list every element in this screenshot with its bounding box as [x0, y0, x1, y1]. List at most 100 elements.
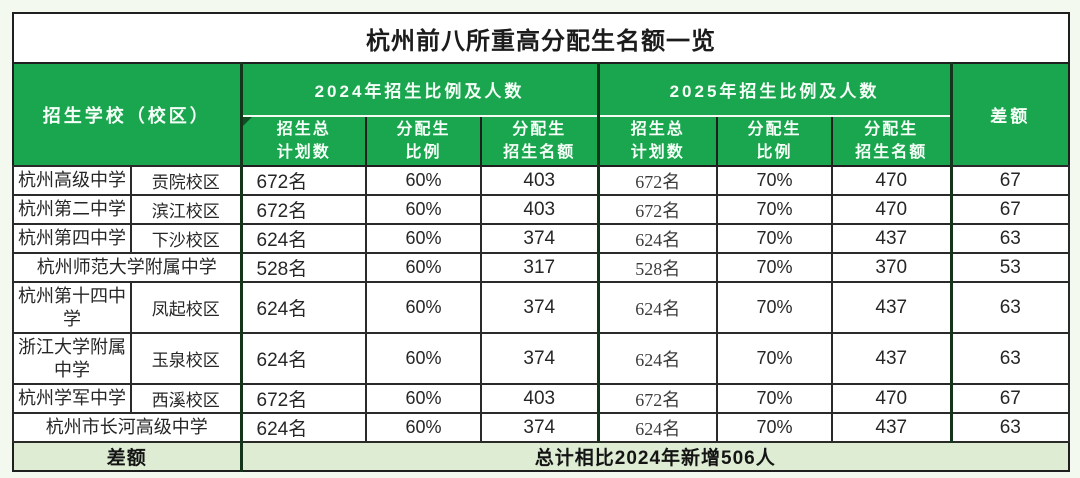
subheader-ratio-2025-line1: 分配生 — [747, 120, 802, 138]
cell-ratio-2025: 70% — [716, 412, 833, 443]
cell-ratio-2024: 60% — [365, 252, 482, 283]
subheader-ratio-2024-line1: 分配生 — [396, 120, 451, 138]
subheader-total-2024-line1: 招生总 — [276, 120, 331, 138]
cell-ratio-2024: 60% — [365, 281, 482, 334]
cell-ratio-2024: 60% — [365, 332, 482, 385]
subheader-quota-2025-line1: 分配生 — [864, 120, 919, 138]
cell-quota-2024: 317 — [480, 252, 599, 283]
cell-campus: 滨江校区 — [130, 194, 242, 225]
cell-ratio-2024: 60% — [365, 165, 482, 196]
cell-total-2024: 672名 — [239, 165, 367, 196]
cell-school-merged: 杭州师范大学附属中学 — [12, 252, 242, 283]
cell-quota-2025: 470 — [831, 383, 952, 414]
cell-ratio-2025: 70% — [716, 165, 833, 196]
header-2024: 2024年招生比例及人数 — [239, 63, 598, 117]
cell-quota-2024: 403 — [480, 194, 599, 225]
cell-ratio-2025: 70% — [716, 194, 833, 225]
cell-ratio-2024: 60% — [365, 383, 482, 414]
table-row: 杭州第二中学 滨江校区 672名 60% 403 672名 70% 470 67 — [12, 194, 1071, 225]
cell-quota-2024: 403 — [480, 165, 599, 196]
cell-total-2024: 624名 — [239, 223, 367, 254]
cell-quota-2025: 437 — [831, 332, 952, 385]
table-row: 浙江大学附属中学 玉泉校区 624名 60% 374 624名 70% 437 … — [12, 332, 1071, 385]
cell-campus: 玉泉校区 — [130, 332, 242, 385]
cell-total-2025: 624名 — [596, 332, 718, 385]
cell-school: 杭州高级中学 — [12, 165, 132, 196]
cell-school: 杭州学军中学 — [12, 383, 132, 414]
cell-ratio-2024: 60% — [365, 223, 482, 254]
table-row: 杭州师范大学附属中学 528名 60% 317 528名 70% 370 53 — [12, 252, 1071, 283]
cell-quota-2025: 470 — [831, 165, 952, 196]
cell-total-2024: 624名 — [239, 412, 367, 443]
subheader-total-2024-line2: 计划数 — [276, 144, 331, 161]
cell-total-2025: 624名 — [596, 412, 718, 443]
cell-diff: 63 — [949, 281, 1071, 334]
subheader-quota-2025: 分配生 招生名额 — [831, 116, 951, 167]
cell-school: 杭州第十四中学 — [12, 281, 132, 334]
cell-total-2025: 672名 — [596, 165, 718, 196]
cell-quota-2025: 437 — [831, 223, 952, 254]
cell-quota-2025: 437 — [831, 281, 952, 334]
cell-total-2025: 624名 — [596, 223, 718, 254]
cell-ratio-2025: 70% — [716, 332, 833, 385]
cell-school: 杭州第四中学 — [12, 223, 132, 254]
header-row-sub: 招生总 计划数 分配生 比例 分配生 招生名额 招生总 计划数 分配生 比例 分… — [13, 116, 1069, 167]
subheader-ratio-2024-line2: 比例 — [405, 144, 442, 161]
cell-ratio-2024: 60% — [365, 412, 482, 443]
cell-diff: 63 — [949, 223, 1071, 254]
subheader-total-2025: 招生总 计划数 — [596, 116, 717, 167]
subheader-quota-2024: 分配生 招生名额 — [480, 116, 598, 167]
subheader-ratio-2025: 分配生 比例 — [716, 116, 832, 167]
subheader-quota-2024-line1: 分配生 — [512, 120, 567, 138]
cell-quota-2024: 374 — [480, 223, 599, 254]
cell-ratio-2025: 70% — [716, 252, 833, 283]
cell-total-2024: 528名 — [239, 252, 367, 283]
cell-quota-2025: 470 — [831, 194, 952, 225]
cell-diff: 67 — [949, 165, 1071, 196]
cell-campus: 下沙校区 — [130, 223, 242, 254]
table-row: 杭州第十四中学 凤起校区 624名 60% 374 624名 70% 437 6… — [12, 281, 1071, 334]
table-row: 杭州高级中学 贡院校区 672名 60% 403 672名 70% 470 67 — [12, 165, 1071, 196]
cell-total-2025: 672名 — [596, 383, 718, 414]
header-row-years: 招生学校（校区） 2024年招生比例及人数 2025年招生比例及人数 差额 — [13, 63, 1070, 166]
cell-ratio-2025: 70% — [716, 223, 833, 254]
cell-quota-2024: 374 — [480, 281, 599, 334]
table-row: 杭州第四中学 下沙校区 624名 60% 374 624名 70% 437 63 — [12, 223, 1071, 254]
cell-school: 杭州第二中学 — [12, 194, 132, 225]
cell-diff: 67 — [949, 383, 1071, 414]
cell-total-2024: 624名 — [239, 281, 367, 334]
footer-diff-label: 差额 — [13, 441, 241, 471]
subheader-quota-2024-line2: 招生名额 — [503, 144, 576, 161]
cell-school-merged: 杭州市长河高级中学 — [12, 412, 242, 443]
cell-campus: 贡院校区 — [130, 165, 242, 196]
cell-diff: 63 — [949, 332, 1071, 385]
cell-diff: 67 — [949, 194, 1071, 225]
cell-ratio-2024: 60% — [365, 194, 482, 225]
cell-quota-2025: 370 — [831, 252, 952, 283]
table-title: 杭州前八所重高分配生名额一览 — [13, 13, 1070, 64]
title-row: 杭州前八所重高分配生名额一览 — [13, 13, 1070, 64]
cell-total-2025: 624名 — [596, 281, 718, 334]
cell-quota-2025: 437 — [831, 412, 952, 443]
subheader-ratio-2024: 分配生 比例 — [365, 116, 481, 167]
cell-school: 浙江大学附属中学 — [12, 332, 132, 385]
subheader-total-2024: 招生总 计划数 — [239, 116, 366, 167]
footer-row: 差额 总计相比2024年新增506人 — [13, 441, 1070, 471]
cell-total-2025: 528名 — [596, 252, 718, 283]
cell-quota-2024: 374 — [480, 332, 599, 385]
cell-total-2024: 672名 — [239, 194, 367, 225]
cell-diff: 53 — [949, 252, 1071, 283]
cell-campus: 凤起校区 — [130, 281, 242, 334]
header-school: 招生学校（校区） — [13, 63, 241, 166]
cell-corner-marker — [244, 117, 252, 126]
header-2025: 2025年招生比例及人数 — [596, 63, 951, 117]
cell-quota-2024: 374 — [480, 412, 599, 443]
table-row: 杭州学军中学 西溪校区 672名 60% 403 672名 70% 470 67 — [12, 383, 1071, 414]
subheader-ratio-2025-line2: 比例 — [756, 144, 793, 161]
cell-total-2024: 624名 — [239, 332, 367, 385]
table-row: 杭州市长河高级中学 624名 60% 374 624名 70% 437 63 — [12, 412, 1071, 443]
subheader-total-2025-line1: 招生总 — [630, 120, 685, 138]
header-diff: 差额 — [949, 63, 1070, 166]
cell-diff: 63 — [949, 412, 1071, 443]
